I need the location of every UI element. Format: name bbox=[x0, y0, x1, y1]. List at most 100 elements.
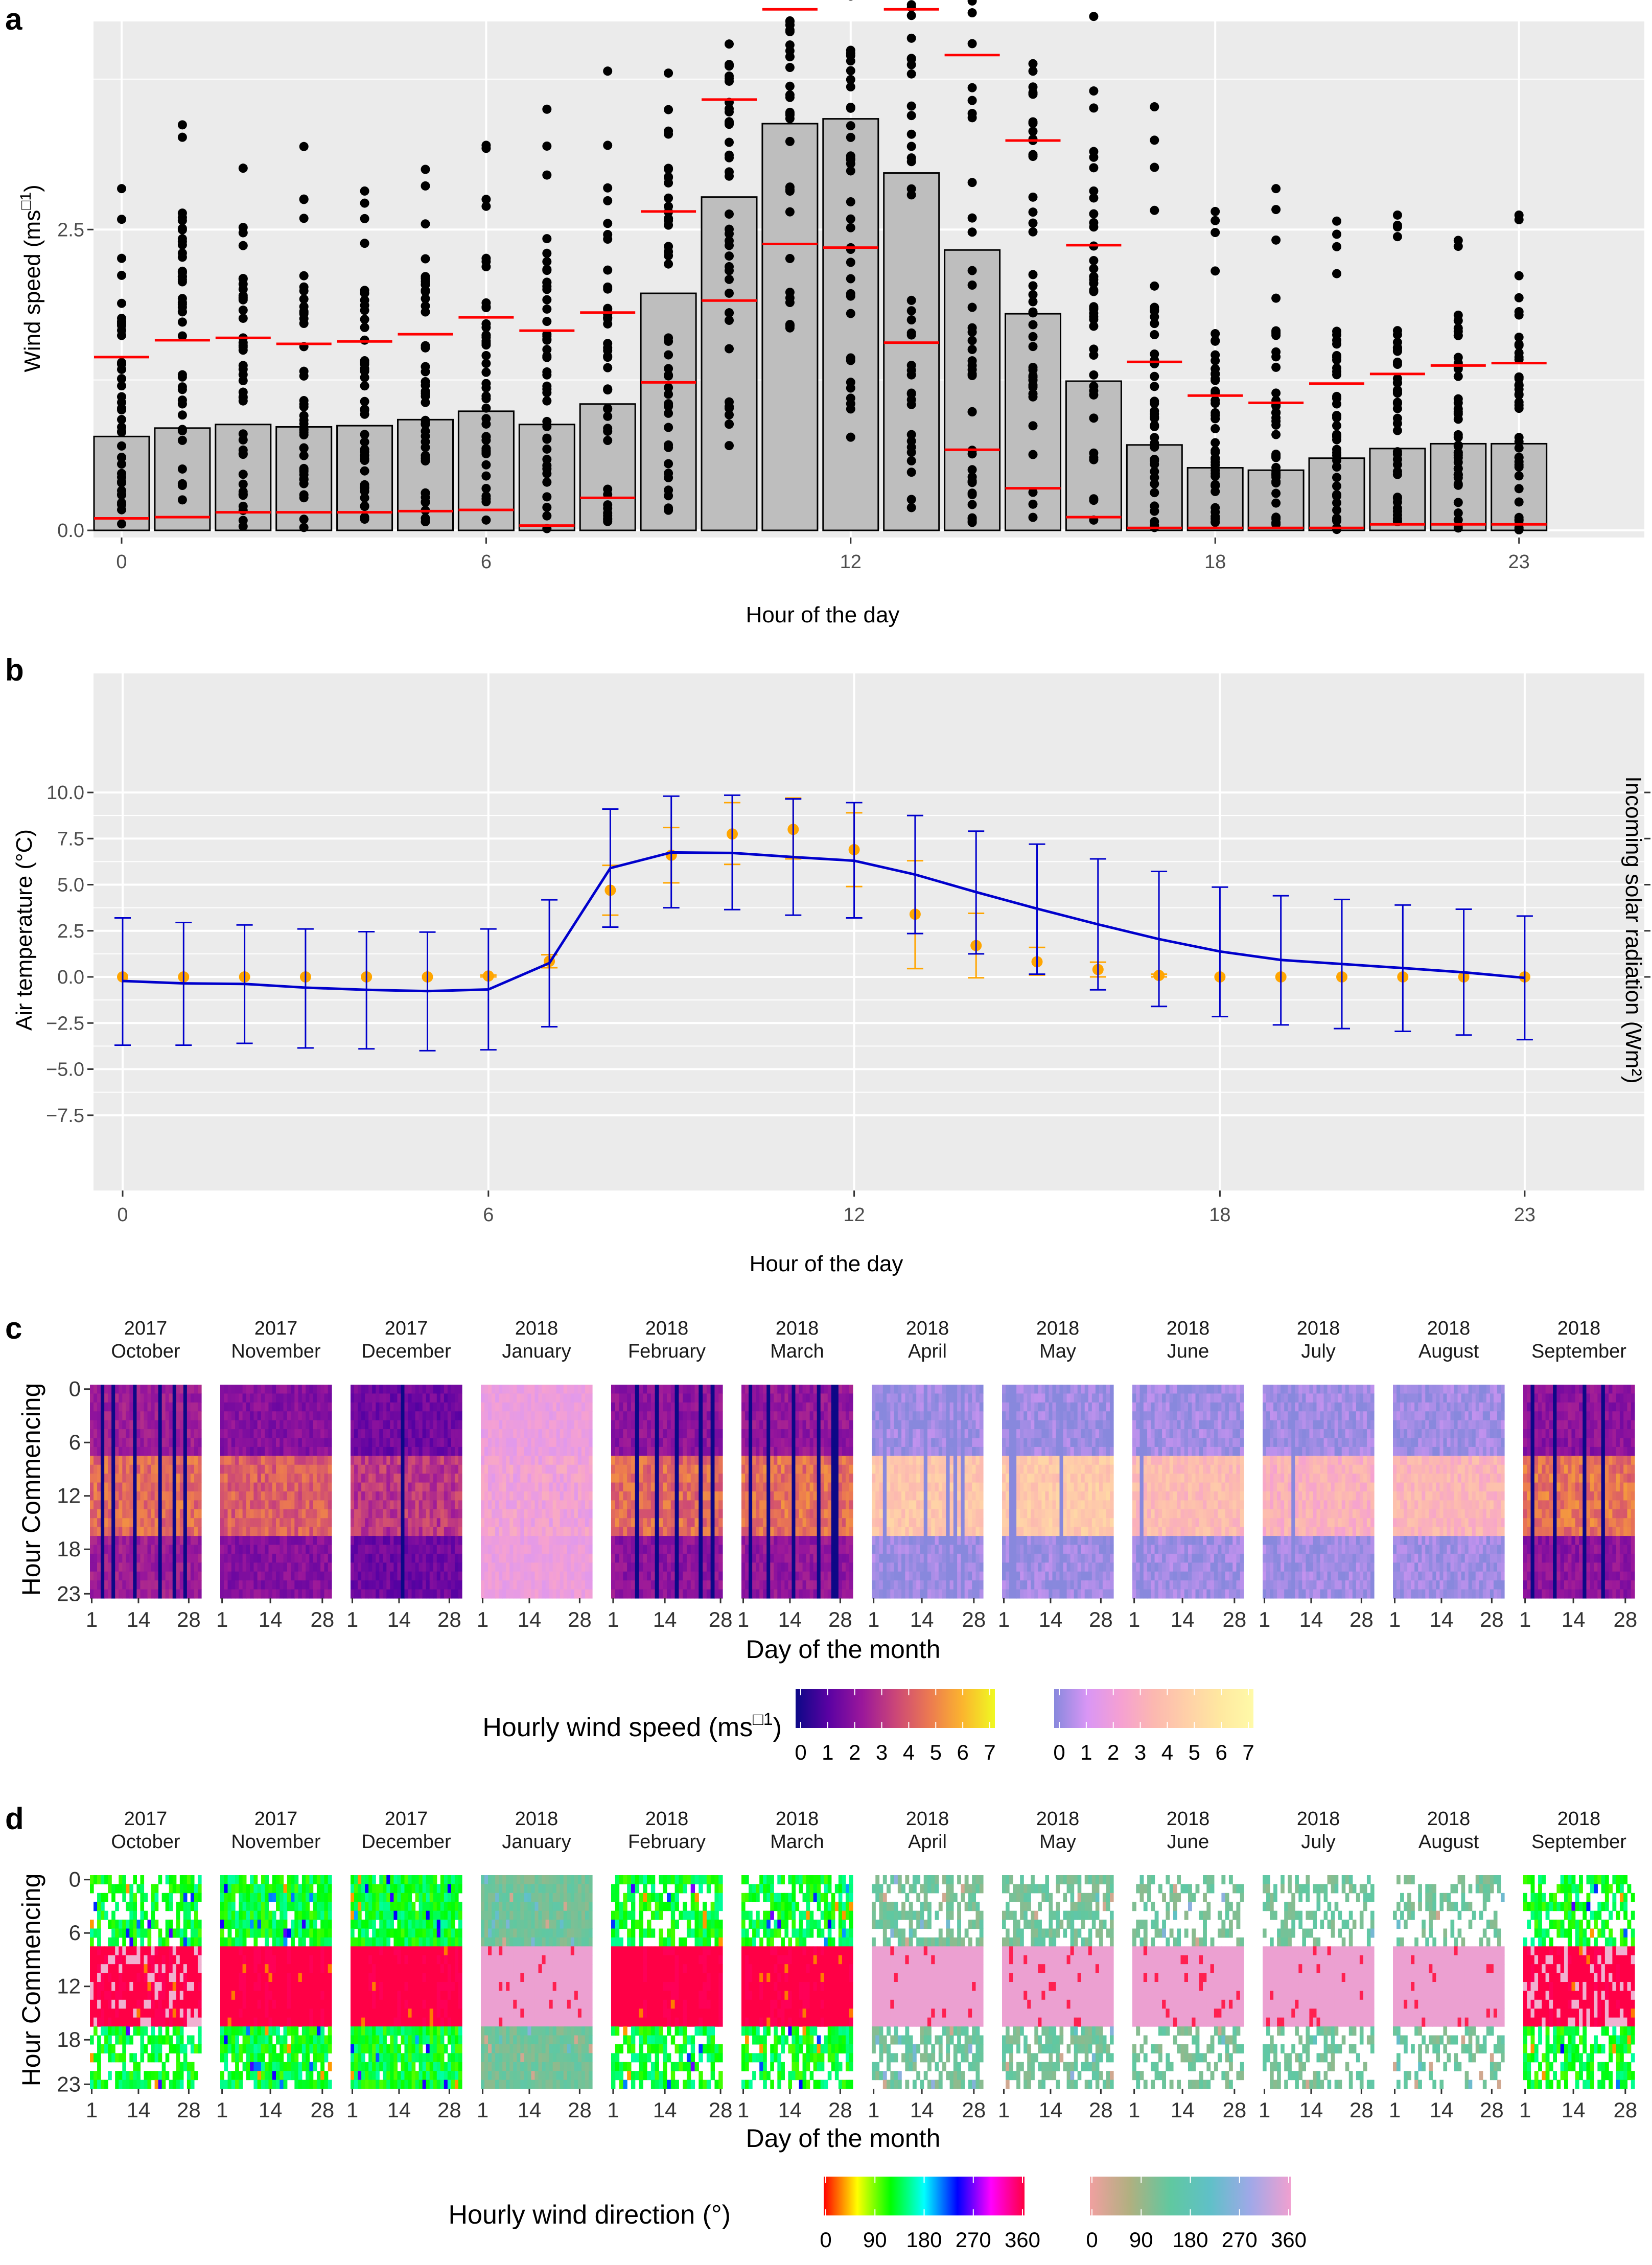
panel-c-cell bbox=[172, 1509, 177, 1519]
panel-a-point bbox=[238, 479, 248, 489]
panel-c-cell bbox=[408, 1580, 412, 1590]
panel-c-cell bbox=[268, 1562, 273, 1572]
panel-c-cell bbox=[379, 1464, 383, 1474]
panel-c-cell bbox=[306, 1553, 310, 1563]
panel-c-cell bbox=[231, 1482, 236, 1492]
panel-c-cell bbox=[393, 1527, 398, 1536]
panel-c-cell bbox=[531, 1429, 536, 1439]
panel-c-cell bbox=[227, 1491, 232, 1501]
panel-a-point bbox=[906, 430, 916, 439]
panel-c-cell bbox=[401, 1482, 405, 1492]
panel-c-cell bbox=[585, 1509, 589, 1519]
panel-c-cell bbox=[280, 1553, 284, 1563]
panel-c-cell bbox=[287, 1393, 291, 1403]
panel-a-point bbox=[664, 364, 673, 373]
panel-c-cell bbox=[261, 1500, 265, 1510]
panel-a-point bbox=[421, 181, 430, 191]
panel-c-cell bbox=[261, 1571, 265, 1581]
panel-c-cell bbox=[122, 1438, 126, 1447]
panel-c-cell bbox=[253, 1393, 258, 1403]
panel-c-cell bbox=[301, 1438, 306, 1447]
panel-c-cell bbox=[531, 1509, 536, 1519]
panel-c-cell bbox=[358, 1571, 362, 1581]
panel-c-cell bbox=[183, 1438, 188, 1447]
panel-c-cell bbox=[549, 1562, 553, 1572]
panel-c-cell bbox=[650, 1527, 656, 1536]
panel-c-cell bbox=[440, 1536, 445, 1546]
panel-c-cell bbox=[294, 1411, 299, 1421]
panel-c-cell bbox=[520, 1385, 524, 1394]
panel-b-plot-area bbox=[94, 673, 1644, 1190]
panel-c-cell bbox=[253, 1589, 258, 1599]
panel-c-cell bbox=[94, 1393, 98, 1403]
panel-c-cell bbox=[683, 1474, 687, 1483]
panel-c-cell bbox=[313, 1545, 317, 1554]
panel-c-cell bbox=[272, 1562, 276, 1572]
panel-c-cell bbox=[506, 1464, 510, 1474]
panel-c-cell bbox=[294, 1446, 299, 1456]
panel-c-cell bbox=[495, 1420, 499, 1430]
panel-c-cell bbox=[361, 1500, 365, 1510]
panel-c-cell bbox=[140, 1438, 145, 1447]
panel-c-cell bbox=[115, 1482, 119, 1492]
panel-c-cell bbox=[538, 1491, 543, 1501]
panel-a-point bbox=[1392, 460, 1402, 470]
panel-c-cell bbox=[179, 1580, 184, 1590]
panel-c-cell bbox=[320, 1393, 325, 1403]
panel-c-cell bbox=[158, 1571, 162, 1581]
panel-a-point bbox=[542, 422, 552, 431]
panel-c-cell bbox=[172, 1438, 177, 1447]
panel-c-cell bbox=[372, 1464, 376, 1474]
panel-a-point bbox=[542, 141, 552, 151]
panel-a-point bbox=[1514, 355, 1524, 364]
panel-c-cell bbox=[291, 1464, 295, 1474]
panel-c-cell bbox=[235, 1571, 239, 1581]
panel-c-cell bbox=[659, 1438, 663, 1447]
panel-c-cell bbox=[488, 1438, 492, 1447]
panel-c-cell bbox=[411, 1393, 416, 1403]
panel-c-cell bbox=[158, 1482, 162, 1492]
panel-c-cell bbox=[686, 1527, 691, 1536]
panel-c-cell bbox=[422, 1464, 427, 1474]
panel-c-cell bbox=[585, 1518, 589, 1528]
panel-c-cell bbox=[670, 1545, 676, 1554]
panel-c-cell bbox=[383, 1545, 387, 1554]
panel-c-cell bbox=[242, 1402, 247, 1412]
panel-c-cell bbox=[176, 1545, 180, 1554]
panel-c-cell bbox=[115, 1527, 119, 1536]
panel-c-cell bbox=[376, 1456, 380, 1465]
panel-c-cell bbox=[567, 1580, 571, 1590]
panel-c-cell bbox=[151, 1580, 155, 1590]
panel-c-cell bbox=[694, 1562, 699, 1572]
panel-c-cell bbox=[126, 1429, 130, 1439]
panel-c-cell bbox=[574, 1553, 578, 1563]
panel-c-cell bbox=[144, 1420, 148, 1430]
panel-a-point bbox=[664, 220, 673, 230]
panel-c-cell bbox=[197, 1474, 202, 1483]
panel-c-cell bbox=[147, 1438, 152, 1447]
panel-a-point bbox=[1150, 382, 1159, 391]
panel-c-cell bbox=[276, 1562, 280, 1572]
panel-c-cell bbox=[239, 1429, 243, 1439]
panel-c-cell bbox=[429, 1420, 434, 1430]
panel-c-cell bbox=[659, 1446, 663, 1456]
panel-c-cell bbox=[639, 1491, 643, 1501]
panel-a-point bbox=[785, 40, 795, 50]
panel-c-cell bbox=[287, 1420, 291, 1430]
panel-c-cell bbox=[165, 1509, 170, 1519]
panel-c-cell bbox=[280, 1562, 284, 1572]
panel-a-point bbox=[542, 317, 552, 326]
panel-c-cell bbox=[552, 1536, 557, 1546]
panel-c-cell bbox=[703, 1553, 707, 1563]
panel-a-point bbox=[906, 456, 916, 465]
panel-c-cell bbox=[154, 1482, 159, 1492]
panel-c-cell bbox=[581, 1509, 586, 1519]
panel-c-cell bbox=[679, 1474, 683, 1483]
panel-c-cell bbox=[253, 1385, 258, 1394]
panel-c-cell bbox=[710, 1393, 715, 1403]
panel-c-cell bbox=[298, 1527, 303, 1536]
panel-c-cell bbox=[361, 1580, 365, 1590]
panel-c-cell bbox=[619, 1456, 623, 1465]
panel-a-point bbox=[1271, 293, 1281, 303]
panel-c-cell bbox=[194, 1482, 198, 1492]
